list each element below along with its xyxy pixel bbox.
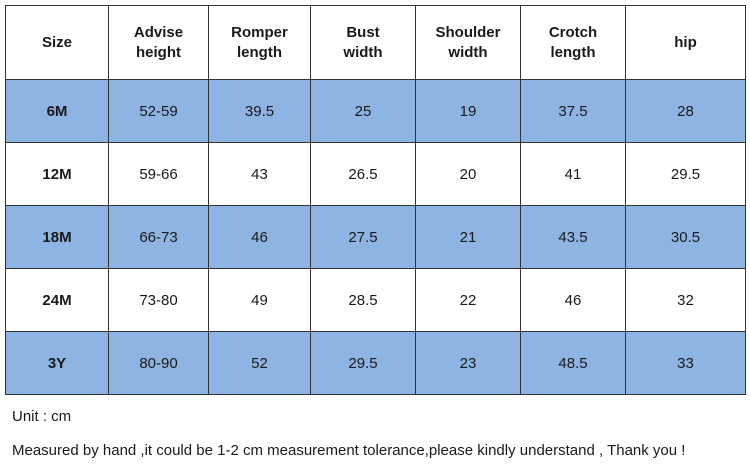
value-cell: 80-90 (108, 331, 209, 395)
value-cell: 43 (208, 142, 311, 206)
value-cell: 37.5 (520, 79, 626, 143)
value-cell: 46 (520, 268, 626, 332)
value-cell: 46 (208, 205, 311, 269)
value-cell: 32 (625, 268, 746, 332)
table-body: 6M 52-59 39.5 25 19 37.5 28 12M 59-66 43 26.5 20 41 2… (5, 79, 746, 395)
header-cell: Romper length (208, 5, 311, 80)
value-cell: 29.5 (625, 142, 746, 206)
table-row: 18M 66-73 46 27.5 21 43.5 30.5 (5, 205, 746, 269)
value-cell: 25 (310, 79, 416, 143)
value-cell: 52 (208, 331, 311, 395)
header-cell: Crotch length (520, 5, 626, 80)
value-cell: 41 (520, 142, 626, 206)
value-cell: 30.5 (625, 205, 746, 269)
header-cell: hip (625, 5, 746, 80)
header-cell: Advise height (108, 5, 209, 80)
tolerance-note: Measured by hand ,it could be 1-2 cm mea… (12, 442, 686, 459)
header-row: Size Advise height Romper length Bust width… (5, 5, 746, 80)
value-cell: 28.5 (310, 268, 416, 332)
size-cell: 6M (5, 79, 109, 143)
value-cell: 29.5 (310, 331, 416, 395)
table-row: 3Y 80-90 52 29.5 23 48.5 33 (5, 331, 746, 395)
value-cell: 23 (415, 331, 521, 395)
value-cell: 33 (625, 331, 746, 395)
value-cell: 21 (415, 205, 521, 269)
header-cell: Size (5, 5, 109, 80)
table-row: 6M 52-59 39.5 25 19 37.5 28 (5, 79, 746, 143)
value-cell: 52-59 (108, 79, 209, 143)
table-row: 12M 59-66 43 26.5 20 41 29.5 (5, 142, 746, 206)
value-cell: 27.5 (310, 205, 416, 269)
value-cell: 28 (625, 79, 746, 143)
value-cell: 59-66 (108, 142, 209, 206)
value-cell: 66-73 (108, 205, 209, 269)
unit-note: Unit : cm (12, 408, 72, 425)
value-cell: 20 (415, 142, 521, 206)
table-row: 24M 73-80 49 28.5 22 46 32 (5, 268, 746, 332)
value-cell: 19 (415, 79, 521, 143)
size-cell: 24M (5, 268, 109, 332)
header-cell: Bust width (310, 5, 416, 80)
size-cell: 12M (5, 142, 109, 206)
value-cell: 48.5 (520, 331, 626, 395)
value-cell: 22 (415, 268, 521, 332)
size-table: Size Advise height Romper length Bust width… (5, 5, 746, 395)
size-cell: 18M (5, 205, 109, 269)
value-cell: 39.5 (208, 79, 311, 143)
header-cell: Shoulder width (415, 5, 521, 80)
value-cell: 49 (208, 268, 311, 332)
value-cell: 73-80 (108, 268, 209, 332)
size-cell: 3Y (5, 331, 109, 395)
value-cell: 26.5 (310, 142, 416, 206)
value-cell: 43.5 (520, 205, 626, 269)
